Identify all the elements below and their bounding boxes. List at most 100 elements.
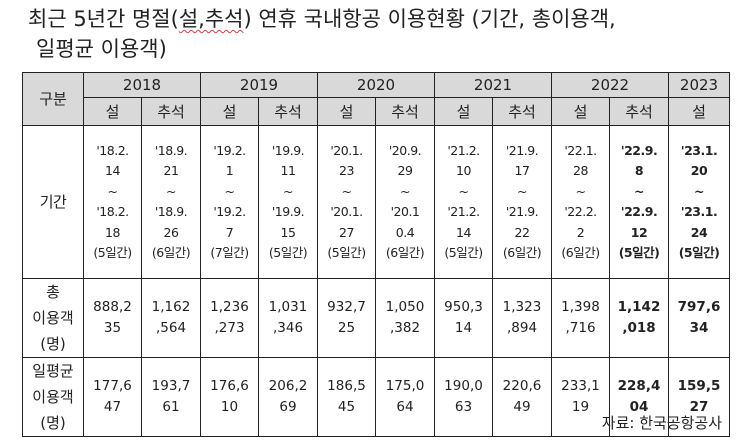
period-line: '21.2. (447, 142, 480, 158)
period-line: ~ (283, 183, 293, 199)
total-passengers-cell-line: 797,6 (677, 299, 721, 315)
holiday-header: 추석 (258, 97, 318, 126)
period-line: 12 (630, 224, 648, 240)
holiday-header: 설 (434, 97, 493, 126)
period-line: ~ (517, 183, 527, 199)
period-line: 8 (634, 163, 644, 178)
holiday-header: 설 (200, 97, 259, 126)
period-line: (7일간) (210, 245, 249, 260)
title-line-1: 최근 5년간 명절(설,추석) 연휴 국내항공 이용현황 (기간, 총이용객, (28, 4, 616, 34)
daily-average-cell-line: 177,6 (93, 378, 132, 394)
holiday-header: 추석 (141, 97, 201, 126)
row-label-total: 총 이용객 (명) (22, 278, 84, 358)
period-line: '22.1. (564, 142, 597, 158)
total-passengers-cell-line: 888,2 (93, 299, 132, 315)
row-label-line: (명) (40, 414, 66, 432)
header-category: 구분 (22, 72, 84, 126)
total-passengers-cell-line: ,018 (622, 320, 656, 336)
total-passengers-cell-line: ,716 (565, 320, 596, 336)
total-passengers-cell: 1,050 ,382 (375, 278, 435, 358)
title-part: 최근 5년간 명절( (28, 7, 179, 31)
period-line: '20.1. (330, 142, 363, 158)
daily-average-cell-line: 228,4 (617, 378, 661, 394)
period-line: (5일간) (268, 245, 308, 260)
period-line: ~ (224, 183, 235, 199)
period-cell: '21.9. 17 ~ '21.9. 22 (6일간) (492, 125, 552, 279)
period-line: ~ (458, 183, 469, 199)
period-line: '20.9. (388, 142, 422, 158)
period-line: ~ (107, 183, 118, 199)
period-line: '18.2. (96, 142, 129, 158)
period-line: '22.9. (620, 204, 658, 219)
period-cell: '21.2. 10 ~ '21.2. 14 (5일간) (434, 125, 493, 279)
total-passengers-cell: 797,6 34 (668, 278, 730, 358)
total-passengers-cell: 1,323 ,894 (492, 278, 552, 358)
holiday-header: 추석 (375, 97, 435, 126)
period-cell: '20.1. 23 ~ '20.1. 27 (5일간) (317, 125, 376, 279)
period-line: 14 (456, 224, 471, 240)
daily-average-cell: 233,1 19 (551, 357, 610, 437)
title-line-2: 일평균 이용객) (36, 37, 167, 61)
daily-average-cell-line: 27 (689, 399, 709, 415)
period-line: (5일간) (444, 245, 483, 260)
period-line: 24 (690, 224, 708, 240)
title-holiday-words: 설,추석 (178, 7, 244, 31)
period-line: 18 (105, 224, 120, 240)
period-line: 29 (397, 163, 413, 178)
period-line: '19.2. (213, 204, 246, 219)
period-line: 11 (280, 163, 296, 178)
total-passengers-cell: 1,031 ,346 (258, 278, 318, 358)
daily-average-cell-line: 69 (279, 399, 297, 415)
total-passengers-cell-line: ,894 (506, 320, 538, 336)
total-passengers-cell-line: 1,236 (210, 299, 249, 315)
total-passengers-cell-line: 1,398 (561, 299, 600, 315)
holiday-header: 추석 (609, 97, 669, 126)
year-header: 2022 (551, 72, 669, 98)
total-passengers-cell: 888,2 35 (83, 278, 142, 358)
total-passengers-cell-line: 1,323 (502, 299, 542, 315)
period-line: '22.2. (564, 204, 597, 219)
period-line: '22.9. (620, 142, 658, 158)
total-passengers-cell-line: 1,031 (268, 299, 308, 315)
period-line: (6일간) (502, 245, 542, 260)
total-passengers-cell-line: 35 (103, 320, 122, 336)
period-line: 17 (514, 163, 530, 178)
year-header: 2018 (83, 72, 201, 98)
holiday-header: 설 (668, 97, 730, 126)
daily-average-cell-line: 04 (629, 399, 649, 415)
total-passengers-cell-line: 1,142 (617, 299, 661, 315)
page-title: 최근 5년간 명절(설,추석) 연휴 국내항공 이용현황 (기간, 총이용객, … (28, 4, 616, 64)
period-line: '23.1. (680, 204, 718, 219)
period-line: (5일간) (618, 245, 660, 260)
period-line: '18.9. (154, 204, 188, 219)
period-line: ~ (575, 183, 586, 199)
period-line: (6일간) (561, 245, 600, 260)
daily-average-cell-line: 193,7 (151, 378, 191, 394)
daily-average-cell-line: 64 (396, 399, 414, 415)
period-line: 7 (225, 224, 234, 240)
daily-average-cell-line: 186,5 (327, 378, 366, 394)
period-line: (6일간) (385, 245, 425, 260)
row-label-period: 기간 (22, 125, 84, 279)
row-label-line: 이용객 (32, 388, 74, 406)
daily-average-cell-line: 206,2 (268, 378, 308, 394)
period-cell: '18.9. 21 ~ '18.9. 26 (6일간) (141, 125, 201, 279)
period-line: 2 (576, 224, 585, 240)
period-line: 10 (456, 163, 471, 178)
daily-average-cell: 176,6 10 (200, 357, 259, 437)
period-line: 0.4 (395, 224, 415, 240)
daily-average-cell-line: 176,6 (210, 378, 249, 394)
daily-average-cell-line: 159,5 (677, 378, 721, 394)
daily-average-cell-line: 63 (454, 399, 473, 415)
period-line: ~ (341, 183, 352, 199)
holiday-header: 설 (551, 97, 610, 126)
title-part: ) 연휴 국내항공 이용현황 (기간, 총이용객, (243, 7, 616, 31)
period-line: 1 (225, 163, 234, 178)
year-header: 2023 (668, 72, 730, 98)
period-cell: '23.1. 20 ~ '23.1. 24 (5일간) (668, 125, 730, 279)
year-header: 2019 (200, 72, 318, 98)
period-line: '20.1. (330, 204, 363, 219)
period-line: '21.9. (505, 142, 539, 158)
period-line: '19.9. (271, 204, 305, 219)
period-line: ~ (166, 183, 176, 199)
